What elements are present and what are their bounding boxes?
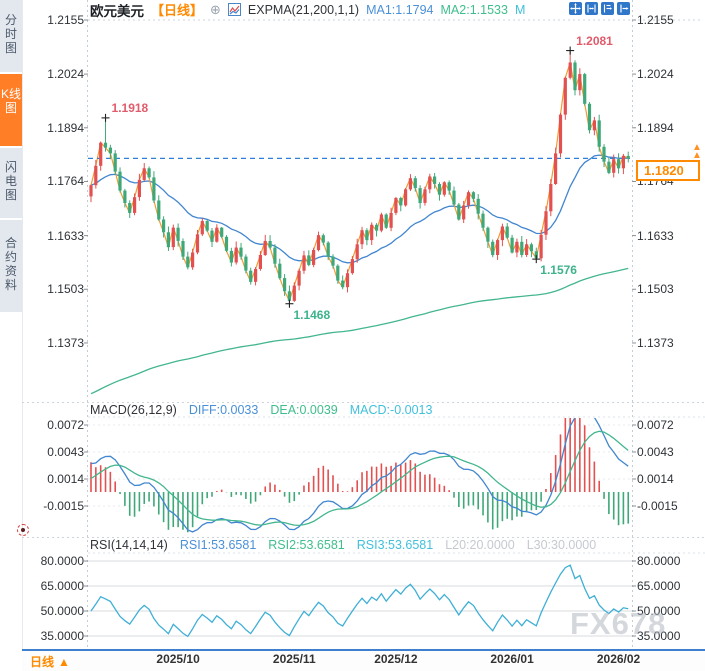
sun-icon[interactable] xyxy=(17,524,29,536)
chart-header: 欧元美元 【日线】 ⊕ EXPMA(21,200,1,1) MA1:1.1794… xyxy=(90,1,526,19)
axis-scale-icon[interactable] xyxy=(601,2,614,15)
rsi-l20-value: L20:20.0000 xyxy=(445,538,515,552)
ma2-value: MA2:1.1533 xyxy=(440,2,508,17)
expma-indicator-label: EXPMA(21,200,1,1) xyxy=(247,2,360,17)
rsi-params-label: RSI(14,14,14) xyxy=(90,538,168,552)
chart-type-icon[interactable] xyxy=(227,3,241,16)
rsi-l30-value: L30:30.0000 xyxy=(526,538,597,552)
add-indicator-icon[interactable]: ⊕ xyxy=(210,2,221,17)
sidebar-tab-timeline-chart[interactable]: 分时图 xyxy=(0,0,22,72)
period-tag: 【日线】 xyxy=(151,3,204,18)
period-selector[interactable]: 日线 ▲ xyxy=(30,653,70,670)
macd-dea-value: DEA:0.0039 xyxy=(270,403,338,417)
period-selector-label: 日线 xyxy=(30,655,55,669)
triangle-up-icon: ▲ xyxy=(58,655,70,669)
macd-hist-value: MACD:-0.0013 xyxy=(349,403,433,417)
ma1-value: MA1:1.1794 xyxy=(366,2,434,17)
sidebar: 分时图 K线图 闪电图 合约资料 xyxy=(0,0,23,671)
rsi1-value: RSI1:53.6581 xyxy=(179,538,257,552)
macd-diff-value: DIFF:0.0033 xyxy=(188,403,259,417)
current-price-box: 1.1820 xyxy=(636,160,700,181)
sidebar-tab-candlestick-chart[interactable]: K线图 xyxy=(0,74,22,146)
bottom-bar xyxy=(22,649,705,671)
fit-x-range-icon[interactable] xyxy=(585,2,598,15)
rsi-panel-header: RSI(14,14,14) RSI1:53.6581 RSI2:53.6581 … xyxy=(90,538,596,552)
rsi2-value: RSI2:53.6581 xyxy=(268,538,345,552)
symbol-title: 欧元美元 xyxy=(90,3,144,19)
rsi3-value: RSI3:53.6581 xyxy=(356,538,434,552)
chart-toolbar xyxy=(569,2,630,15)
sidebar-tab-contract-info[interactable]: 合约资料 xyxy=(0,220,22,312)
ma3-value: M xyxy=(514,2,526,17)
shift-right-icon[interactable] xyxy=(617,2,630,15)
price-up-arrows: ▲ ▲ xyxy=(692,142,702,161)
macd-params-label: MACD(26,12,9) xyxy=(90,403,177,417)
fx678-watermark: FX678 xyxy=(570,606,667,641)
macd-panel-header: MACD(26,12,9) DIFF:0.0033 DEA:0.0039 MAC… xyxy=(90,403,432,417)
sidebar-tab-lightning-chart[interactable]: 闪电图 xyxy=(0,148,22,218)
move-icon[interactable] xyxy=(569,2,582,15)
